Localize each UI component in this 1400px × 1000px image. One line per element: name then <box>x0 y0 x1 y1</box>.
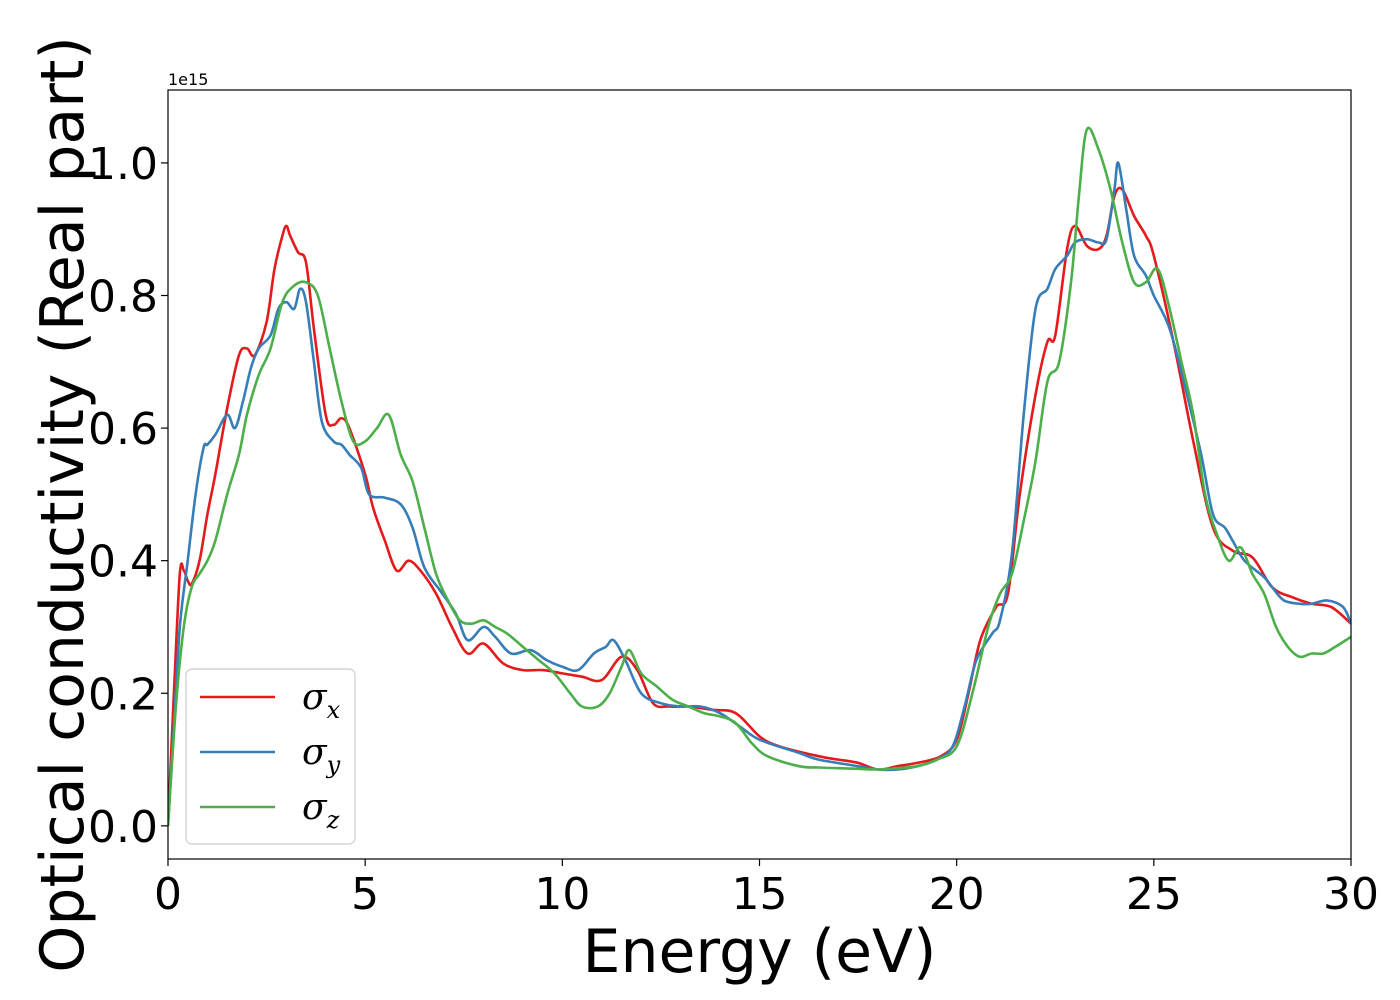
x-axis: 0 5 10 15 20 25 30 <box>154 859 1379 920</box>
y-offset-text: 1e15 <box>168 70 208 89</box>
legend-box <box>185 668 356 845</box>
x-tick-label: 0 <box>154 869 182 920</box>
y-tick-label: 0.2 <box>88 669 158 720</box>
y-tick-label: 0.6 <box>88 404 158 455</box>
x-tick-label: 30 <box>1323 869 1379 920</box>
x-tick-label: 10 <box>534 869 590 920</box>
legend-label-y: σy <box>302 732 341 779</box>
y-axis-label: Optical conductivity (Real part) <box>28 36 98 973</box>
x-tick-label: 5 <box>351 869 379 920</box>
x-tick-label: 25 <box>1126 869 1182 920</box>
x-axis-label: Energy (eV) <box>583 917 937 987</box>
x-tick-label: 20 <box>929 869 985 920</box>
x-tick-label: 15 <box>732 869 788 920</box>
series-layer <box>168 126 1351 826</box>
legend: σx σy σz <box>185 668 356 845</box>
legend-label-z: σz <box>302 787 340 834</box>
y-tick-label: 0.4 <box>88 537 158 588</box>
legend-label-x: σx <box>302 677 341 724</box>
series-line-z <box>168 126 1351 826</box>
y-tick-label: 1.0 <box>88 139 158 190</box>
y-tick-label: 0.0 <box>88 802 158 853</box>
y-axis: 0.0 0.2 0.4 0.6 0.8 1.0 <box>88 139 168 853</box>
y-tick-label: 0.8 <box>88 272 158 323</box>
